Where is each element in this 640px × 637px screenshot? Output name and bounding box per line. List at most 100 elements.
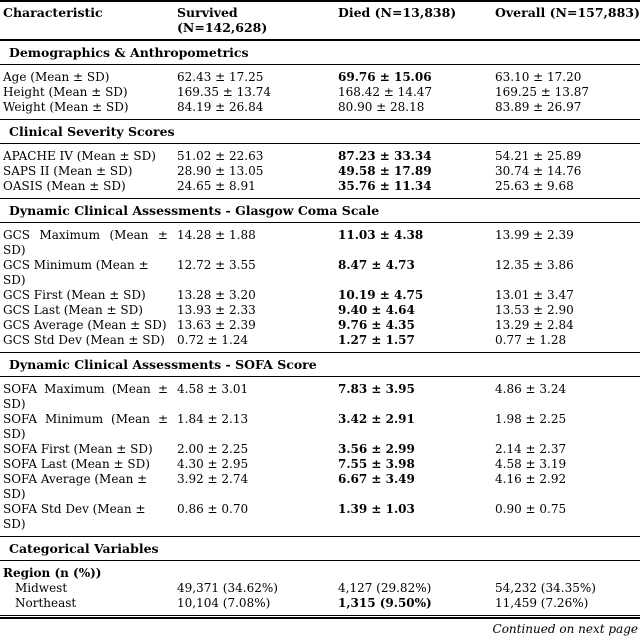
- row-label: Height (Mean ± SD): [3, 85, 128, 99]
- cell-overall: 0.77 ± 1.28: [495, 333, 567, 347]
- table-row: SAPS II (Mean ± SD) 28.90 ± 13.05 49.58 ± …: [0, 164, 640, 179]
- cell-died: 1.39 ± 1.03: [338, 502, 415, 516]
- cell-survived: 13.28 ± 3.20: [177, 288, 256, 302]
- cell-overall: 2.14 ± 2.37: [495, 442, 567, 456]
- table-row: Age (Mean ± SD) 62.43 ± 17.25 69.76 ± 15.0…: [0, 70, 640, 85]
- row-label-line1: SOFA Minimum (Mean ±: [3, 412, 168, 426]
- cell-survived: 169.35 ± 13.74: [177, 85, 272, 99]
- row-label: Midwest: [15, 581, 68, 595]
- table-row: GCS Std Dev (Mean ± SD) 0.72 ± 1.24 1.27 ±…: [0, 333, 640, 348]
- horizontal-rule: [0, 560, 640, 561]
- horizontal-rule: [0, 222, 640, 223]
- cell-overall: 13.53 ± 2.90: [495, 303, 574, 317]
- horizontal-rule: [0, 64, 640, 65]
- row-label: OASIS (Mean ± SD): [3, 179, 126, 193]
- cell-died: [338, 566, 495, 581]
- row-label-line1: SOFA Maximum (Mean ±: [3, 382, 168, 396]
- row-label: GCS First (Mean ± SD): [3, 288, 146, 302]
- cell-survived: 14.28 ± 1.88: [177, 228, 256, 242]
- cell-died: 87.23 ± 33.34: [338, 149, 432, 163]
- row-label: SOFA Average (Mean ± SD): [3, 472, 148, 501]
- row-label-line1: GCS Maximum (Mean ±: [3, 228, 168, 242]
- column-header-died: Died (N=13,838): [338, 5, 457, 20]
- table-row: OASIS (Mean ± SD) 24.65 ± 8.91 35.76 ± 11.…: [0, 179, 640, 194]
- cell-died: 9.76 ± 4.35: [338, 318, 415, 332]
- cell-survived: 1.84 ± 2.13: [177, 412, 249, 426]
- table-row: SOFA Last (Mean ± SD) 4.30 ± 2.95 7.55 ± 3…: [0, 457, 640, 472]
- table-row: Weight (Mean ± SD) 84.19 ± 26.84 80.90 ± 2…: [0, 100, 640, 115]
- cell-died: 8.47 ± 4.73: [338, 258, 415, 272]
- table-row: GCS Average (Mean ± SD) 13.63 ± 2.39 9.76 …: [0, 318, 640, 333]
- cell-overall: 4.16 ± 2.92: [495, 472, 567, 486]
- section-block: SOFA Maximum (Mean ± SD) 4.58 ± 3.01 7.83 ±…: [0, 377, 640, 536]
- row-label: SOFA Maximum (Mean ± SD): [3, 382, 168, 411]
- table-row: GCS Last (Mean ± SD) 13.93 ± 2.33 9.40 ± 4…: [0, 303, 640, 318]
- cell-died: 80.90 ± 28.18: [338, 100, 425, 114]
- cell-died: 3.56 ± 2.99: [338, 442, 415, 456]
- row-label: SOFA Std Dev (Mean ± SD): [3, 502, 146, 531]
- row-label: GCS Std Dev (Mean ± SD): [3, 333, 165, 347]
- cell-died: 1.27 ± 1.57: [338, 333, 415, 347]
- section-header: Categorical Variables: [9, 541, 159, 556]
- row-label: SOFA Last (Mean ± SD): [3, 457, 150, 471]
- table-row: SOFA Maximum (Mean ± SD) 4.58 ± 3.01 7.83 ±…: [0, 382, 640, 412]
- cell-survived: 62.43 ± 17.25: [177, 70, 264, 84]
- section-block: Age (Mean ± SD) 62.43 ± 17.25 69.76 ± 15.0…: [0, 65, 640, 119]
- cell-survived: 13.63 ± 2.39: [177, 318, 256, 332]
- continued-note: Continued on next page: [492, 622, 638, 636]
- cell-overall: 13.29 ± 2.84: [495, 318, 574, 332]
- row-label: SOFA First (Mean ± SD): [3, 442, 153, 456]
- table-row: Northeast 10,104 (7.08%) 1,315 (9.50%) 11,4…: [0, 596, 640, 611]
- column-header-survived: Survived (N=142,628): [177, 5, 338, 35]
- row-label: SOFA Minimum (Mean ± SD): [3, 412, 168, 441]
- cell-died: 168.42 ± 14.47: [338, 85, 433, 99]
- cell-died: 1,315 (9.50%): [338, 596, 432, 610]
- horizontal-rule: [0, 198, 640, 199]
- table-row: Midwest 49,371 (34.62%) 4,127 (29.82%) 54,2…: [0, 581, 640, 596]
- cell-died: 6.67 ± 3.49: [338, 472, 415, 486]
- cell-overall: 4.58 ± 3.19: [495, 457, 567, 471]
- horizontal-rule: [0, 119, 640, 120]
- cell-overall: 1.98 ± 2.25: [495, 412, 567, 426]
- table-row: SOFA First (Mean ± SD) 2.00 ± 2.25 3.56 ± …: [0, 442, 640, 457]
- section-header: Clinical Severity Scores: [9, 124, 175, 139]
- cell-survived: 2.00 ± 2.25: [177, 442, 249, 456]
- section-block: Region (n (%)) Midwest 49,371 (34.62%) 4,12…: [0, 561, 640, 615]
- horizontal-rule: [0, 536, 640, 537]
- row-label: GCS Last (Mean ± SD): [3, 303, 143, 317]
- cell-overall: 54.21 ± 25.89: [495, 149, 582, 163]
- top-rule: [0, 0, 640, 2]
- cell-overall: 83.89 ± 26.97: [495, 100, 582, 114]
- cell-died: 3.42 ± 2.91: [338, 412, 415, 426]
- table-row: GCS Minimum (Mean ± SD) 12.72 ± 3.55 8.47 …: [0, 258, 640, 288]
- cell-overall: 30.74 ± 14.76: [495, 164, 582, 178]
- cell-survived: [177, 566, 338, 581]
- cell-died: 49.58 ± 17.89: [338, 164, 432, 178]
- row-label: APACHE IV (Mean ± SD): [3, 149, 156, 163]
- cell-overall: 13.01 ± 3.47: [495, 288, 574, 302]
- table-row: Region (n (%)): [0, 566, 640, 581]
- cell-survived: 24.65 ± 8.91: [177, 179, 256, 193]
- cell-overall: 63.10 ± 17.20: [495, 70, 582, 84]
- cell-survived: 49,371 (34.62%): [177, 581, 278, 595]
- cell-survived: 28.90 ± 13.05: [177, 164, 264, 178]
- cell-died: 7.55 ± 3.98: [338, 457, 415, 471]
- cell-overall: 54,232 (34.35%): [495, 581, 596, 595]
- section-header: Demographics & Anthropometrics: [9, 45, 249, 60]
- table-row: SOFA Minimum (Mean ± SD) 1.84 ± 2.13 3.42 ±…: [0, 412, 640, 442]
- section-block: GCS Maximum (Mean ± SD) 14.28 ± 1.88 11.03 …: [0, 223, 640, 352]
- cell-overall: 4.86 ± 3.24: [495, 382, 567, 396]
- cell-overall: 169.25 ± 13.87: [495, 85, 590, 99]
- column-header-survived-line1: Survived: [177, 5, 238, 20]
- cell-survived: 4.58 ± 3.01: [177, 382, 249, 396]
- column-header-characteristic: Characteristic: [3, 5, 103, 20]
- table-row: APACHE IV (Mean ± SD) 51.02 ± 22.63 87.23 …: [0, 149, 640, 164]
- cell-died: 4,127 (29.82%): [338, 581, 432, 595]
- table-header-row: Characteristic Survived (N=142,628) Died…: [0, 2, 640, 39]
- cell-overall: 0.90 ± 0.75: [495, 502, 567, 516]
- section-block: APACHE IV (Mean ± SD) 51.02 ± 22.63 87.23 …: [0, 144, 640, 198]
- section-header: Dynamic Clinical Assessments - SOFA Scor…: [9, 357, 317, 372]
- cell-survived: 0.72 ± 1.24: [177, 333, 249, 347]
- row-label: SAPS II (Mean ± SD): [3, 164, 133, 178]
